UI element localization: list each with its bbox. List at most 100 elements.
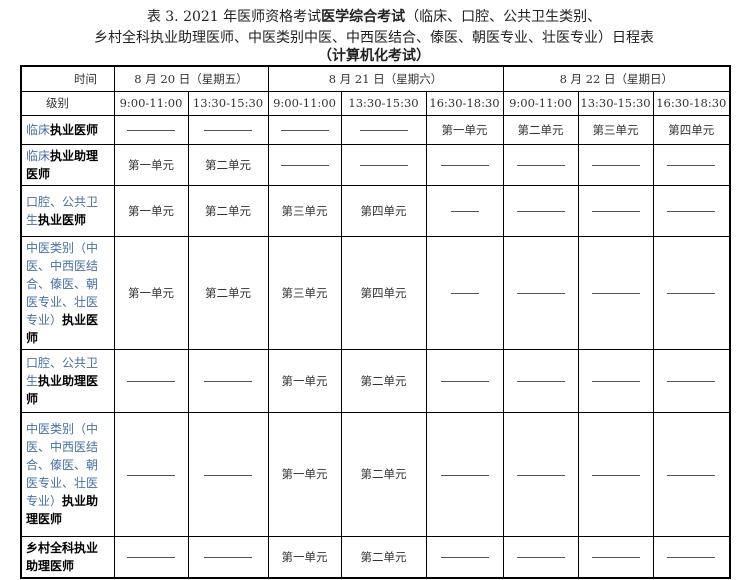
empty-cell: — (502, 235, 579, 350)
empty-cell: — (502, 143, 579, 186)
dash-line: — (204, 381, 252, 382)
dash-line: — (204, 557, 252, 558)
header-date: 8 月 21 日（星期六） (267, 65, 504, 92)
header-time: 时间 (20, 65, 115, 92)
dash-line: — (280, 130, 329, 131)
dash-line: — (450, 293, 479, 294)
empty-cell: — (577, 348, 654, 413)
empty-cell: — (113, 411, 189, 537)
empty-cell: — (652, 184, 731, 237)
empty-cell: — (577, 235, 654, 350)
dash-line: — (516, 165, 565, 166)
label-level: 执业助理医师 (26, 494, 99, 526)
empty-cell: — (425, 143, 504, 186)
dash-line: — (204, 474, 252, 476)
label-category: 中医类别（中医、中西医结合、傣医、朝医专业、壮医专业） (26, 422, 99, 508)
empty-cell: — (425, 535, 504, 578)
table-row: 临床执业助理医师第一单元第二单元 — — — — — — (20, 143, 731, 186)
subtitle: （计算机化考试） (318, 48, 430, 64)
unit-cell: 第二单元 (340, 411, 427, 537)
row-label: 临床执业医师 (20, 114, 115, 145)
table-row: 中医类别（中医、中西医结合、傣医、朝医专业、壮医专业）执业医师 第一单元 第二单元第… (20, 235, 731, 350)
empty-cell: — (187, 348, 269, 413)
header-date: 8 月 22 日（星期日） (502, 65, 731, 92)
empty-cell: — (577, 411, 654, 537)
empty-cell: — (340, 114, 427, 145)
empty-cell: — (502, 535, 579, 578)
header-slot: 9:00-11:00 (113, 90, 189, 116)
unit-cell: 第四单元 (652, 114, 731, 145)
title-prefix: 表 3. 2021 年医师资格考试 (146, 9, 322, 25)
label-category: 口腔、公共卫生 (26, 355, 99, 388)
dash-line: — (591, 211, 640, 212)
unit-cell: 第一单元 (113, 235, 189, 350)
dash-line: — (667, 381, 716, 382)
empty-cell: — (652, 143, 731, 186)
header-slot: 16:30-18:30 (652, 90, 731, 116)
dash-line: — (516, 381, 565, 382)
dash-line: — (591, 557, 640, 558)
dash-line: — (127, 381, 175, 382)
table-row: 乡村全科执业助理医师 — — 第一单元第二单元 — — — — (20, 535, 731, 578)
empty-cell: — (652, 535, 731, 578)
label-level: 执业医师 (26, 312, 99, 345)
title-bold: 医学综合考试 (321, 9, 406, 25)
empty-cell: — (577, 143, 654, 186)
dash-line: — (359, 165, 408, 166)
label-category: 临床 (26, 122, 51, 137)
title-line-1: 表 3. 2021 年医师资格考试医学综合考试（临床、口腔、公共卫生类别、 (0, 8, 748, 26)
row-label: 中医类别（中医、中西医结合、傣医、朝医专业、壮医专业）执业助理医师 (20, 411, 115, 537)
label-level: 乡村全科执业助理医师 (26, 540, 99, 573)
empty-cell: — (187, 411, 269, 537)
empty-cell: — (267, 143, 342, 186)
dash-line: — (516, 293, 565, 294)
unit-cell: 第二单元 (502, 114, 579, 145)
table-row: 中医类别（中医、中西医结合、傣医、朝医专业、壮医专业）执业助理医师 — — 第一单元第… (20, 411, 731, 537)
dash-line: — (516, 557, 565, 558)
header-slot: 13:30-15:30 (577, 90, 654, 116)
dash-line: — (516, 211, 565, 212)
unit-cell: 第一单元 (267, 535, 342, 578)
dash-line: — (280, 165, 329, 166)
unit-cell: 第三单元 (267, 184, 342, 237)
title-line-3: （计算机化考试） (0, 47, 748, 65)
row-label: 临床执业助理医师 (20, 143, 115, 186)
empty-cell: — (502, 348, 579, 413)
title-suffix: （临床、口腔、公共卫生类别、 (405, 9, 602, 25)
label-category: 中医类别（中医、中西医结合、傣医、朝医专业、壮医专业） (26, 240, 99, 327)
unit-cell: 第二单元 (187, 235, 269, 350)
dash-line: — (440, 474, 489, 476)
empty-cell: — (502, 411, 579, 537)
empty-cell: — (652, 411, 731, 537)
unit-cell: 第一单元 (267, 411, 342, 537)
header-slot: 9:00-11:00 (267, 90, 342, 116)
dash-line: — (440, 381, 489, 382)
dash-line: — (667, 557, 716, 558)
dash-line: — (450, 211, 479, 212)
empty-cell: — (652, 235, 731, 350)
dash-line: — (127, 557, 175, 558)
row-label: 乡村全科执业助理医师 (20, 535, 115, 578)
row-label: 中医类别（中医、中西医结合、傣医、朝医专业、壮医专业）执业医师 (20, 235, 115, 350)
dash-line: — (127, 474, 175, 476)
empty-cell: — (502, 184, 579, 237)
empty-cell: — (577, 535, 654, 578)
unit-cell: 第二单元 (340, 348, 427, 413)
label-category: 口腔、公共卫生 (26, 194, 99, 227)
unit-cell: 第二单元 (340, 535, 427, 578)
unit-cell: 第一单元 (113, 184, 189, 237)
header-date: 8 月 20 日（星期五） (113, 65, 269, 92)
row-label: 口腔、公共卫生执业助理医师 (20, 348, 115, 413)
dash-line: — (591, 165, 640, 166)
empty-cell: — (187, 114, 269, 145)
dash-line: — (127, 130, 175, 131)
dash-line: — (440, 165, 489, 166)
unit-cell: 第三单元 (577, 114, 654, 145)
dash-line: — (516, 474, 565, 476)
dash-line: — (591, 293, 640, 294)
empty-cell: — (113, 114, 189, 145)
unit-cell: 第一单元 (425, 114, 504, 145)
unit-cell: 第三单元 (267, 235, 342, 350)
